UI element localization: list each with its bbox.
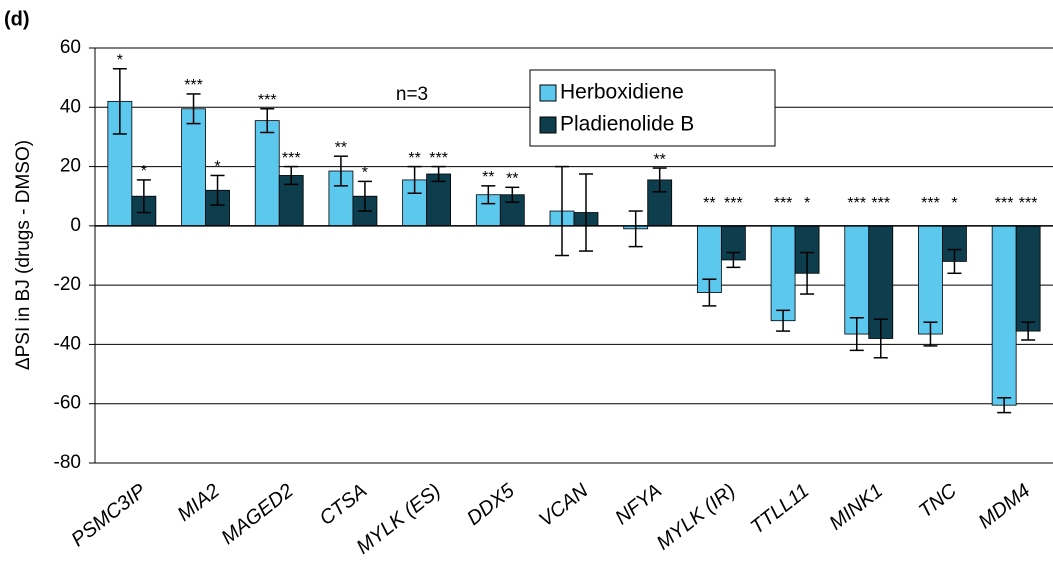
y-tick-label: 60	[60, 37, 81, 58]
error-bar	[579, 173, 593, 252]
legend: Herboxidiene Pladienolide B	[529, 69, 776, 147]
y-tick-label: -40	[54, 333, 81, 354]
error-bar	[726, 251, 741, 269]
significance-label: **	[408, 150, 420, 167]
significance-label: **	[335, 139, 347, 156]
significance-label: ***	[184, 77, 203, 94]
error-bar	[849, 317, 864, 352]
x-tick-label: NFYA	[611, 480, 666, 530]
y-tick-label: -20	[54, 274, 81, 295]
significance-label: *	[141, 163, 147, 180]
y-axis-label: ΔPSI in BJ (drugs - DMSO)	[13, 140, 34, 370]
error-bar	[357, 180, 372, 212]
error-bar	[555, 165, 569, 257]
error-bar	[333, 155, 348, 187]
x-tick-label: MYLK (IR)	[653, 480, 740, 555]
legend-swatch	[539, 116, 557, 134]
bar	[991, 225, 1017, 406]
bar	[181, 108, 206, 227]
x-tick-label: TNC	[915, 479, 961, 522]
error-bar	[112, 68, 127, 135]
significance-label: ***	[847, 195, 866, 212]
legend-swatch	[539, 84, 557, 102]
error-bar	[873, 318, 888, 359]
error-bar	[652, 167, 667, 193]
significance-label: ***	[258, 92, 277, 109]
error-bar	[210, 174, 225, 206]
x-tick-label: MAGED2	[217, 480, 297, 549]
significance-label: ***	[724, 195, 743, 212]
significance-label: *	[951, 195, 957, 212]
significance-label: **	[703, 195, 715, 212]
significance-label: *	[362, 165, 368, 182]
error-bar	[481, 185, 496, 205]
significance-label: ***	[1019, 195, 1038, 212]
significance-label: ***	[921, 195, 940, 212]
significance-label: *	[117, 52, 123, 69]
error-bar	[505, 186, 520, 203]
legend-label: Pladienolide B	[560, 113, 694, 136]
x-tick-label: MIA2	[174, 480, 224, 526]
significance-label: *	[214, 159, 220, 176]
significance-label: ***	[282, 150, 301, 167]
significance-label: ***	[871, 195, 890, 212]
error-bar	[284, 165, 299, 186]
significance-label: ***	[429, 150, 448, 167]
legend-box	[529, 69, 776, 147]
x-tick-label: DDX5	[463, 479, 519, 530]
significance-label: ***	[774, 195, 793, 212]
y-tick-label: -60	[54, 393, 81, 414]
error-bar	[776, 309, 791, 332]
bar	[426, 173, 452, 227]
error-bar	[800, 251, 815, 295]
error-bar	[1021, 321, 1036, 341]
x-tick-label: PSMC3IP	[67, 479, 150, 551]
error-bar	[923, 321, 938, 347]
error-bar	[997, 397, 1012, 414]
bar	[254, 120, 280, 227]
significance-label: ***	[995, 195, 1014, 212]
significance-label: *	[804, 195, 810, 212]
x-tick-label: MDM4	[975, 480, 1035, 534]
panel-label: (d)	[4, 8, 30, 30]
error-bar	[136, 179, 151, 214]
x-tick-label: VCAN	[535, 479, 593, 531]
error-bar	[407, 165, 422, 194]
bar	[918, 225, 943, 335]
error-bar	[260, 108, 275, 134]
legend-label: Herboxidiene	[560, 81, 684, 104]
y-tick-label: 20	[60, 156, 81, 177]
error-bar	[186, 93, 201, 125]
error-bar	[628, 210, 643, 248]
x-tick-label: MINK1	[825, 480, 887, 535]
x-tick-label: TTLL11	[747, 480, 814, 539]
significance-label: **	[653, 151, 665, 168]
error-bar	[947, 248, 962, 275]
bar	[1015, 225, 1041, 332]
significance-label: **	[482, 169, 494, 186]
significance-label: **	[506, 171, 518, 188]
error-bar	[702, 278, 717, 307]
annotation: n=3	[396, 84, 428, 105]
y-tick-label: 0	[70, 215, 81, 236]
error-bar	[431, 165, 446, 183]
y-tick-label: 40	[60, 96, 81, 117]
bar	[770, 225, 796, 322]
x-tick-label: CTSA	[316, 480, 372, 530]
y-tick-label: -80	[54, 452, 81, 473]
